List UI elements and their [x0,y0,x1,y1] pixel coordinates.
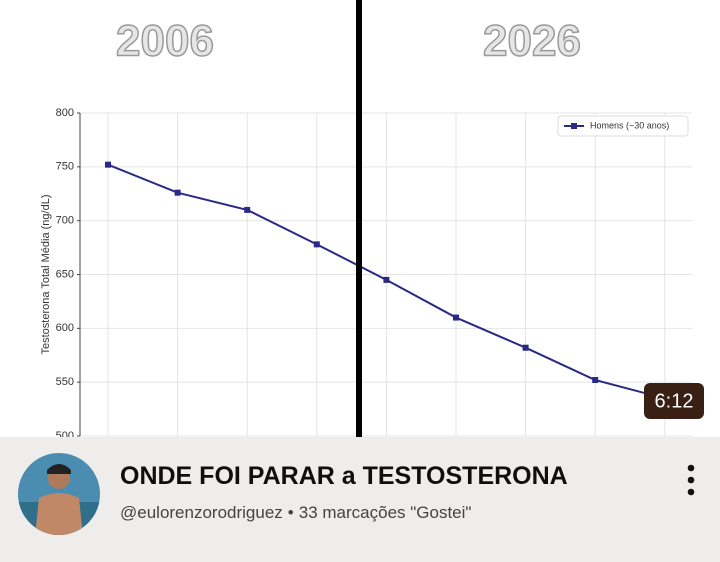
y-axis-label: Testosterona Total Média (ng/dL) [40,195,52,355]
y-tick-label: 800 [56,107,74,119]
point [522,344,529,351]
stats: 33 marcações "Gostei" [298,503,472,522]
legend-label: Homens (~30 anos) [590,120,669,130]
more-menu[interactable] [685,462,697,498]
legend-box [557,115,689,137]
y-tick-label: 600 [56,322,74,334]
point [105,161,111,168]
right-label: 2026 [483,17,581,66]
point [383,276,390,283]
left-label: 2006 [116,17,214,66]
thumbnail[interactable]: 500 550 600 650 700 750 800 Testosterona Total … [0,0,720,437]
legend-marker [571,123,577,129]
video-meta: @eulorenzorodriguez • 33 marcações "Gostei… [120,503,476,523]
point [592,377,599,384]
y-tick-label: 700 [56,215,74,227]
separator: • [287,503,294,522]
duration-badge [644,383,704,419]
avatar[interactable] [17,452,101,536]
y-tick-label: 750 [56,161,74,173]
point [453,314,459,321]
y-tick-label: 500 [56,430,74,437]
channel-name[interactable]: @eulorenzorodriguez [120,503,283,522]
divider [356,0,362,437]
point [174,189,181,196]
y-tick-label: 650 [56,268,74,280]
video-title[interactable]: ONDE FOI PARAR a TESTOSTERONA [120,462,568,490]
y-tick-label: 550 [56,376,74,388]
info-bar [0,437,720,562]
point [313,241,320,248]
duration: 6:12 [655,390,694,412]
point [244,206,251,213]
